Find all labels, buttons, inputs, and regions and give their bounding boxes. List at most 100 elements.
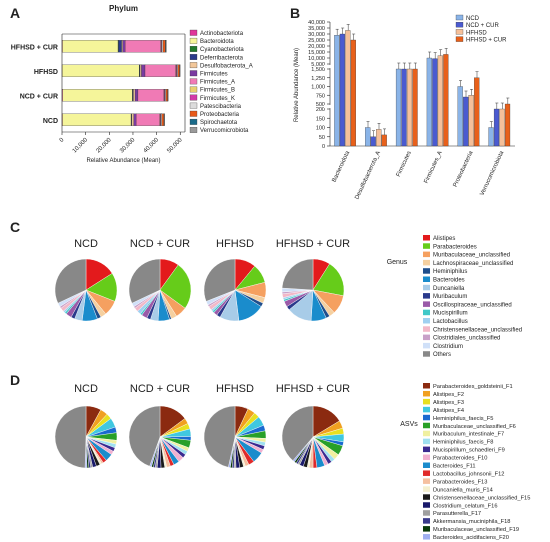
panel-b-y-tick-label: 150 xyxy=(316,116,325,122)
panel-b-legend-label: HFHSD + CUR xyxy=(466,38,507,44)
panel-b-legend-swatch xyxy=(455,29,464,35)
panel-b-bar xyxy=(370,136,376,147)
panel-b-y-tick-label: 1,500 xyxy=(311,67,325,73)
panel-b-legend-label: NCD xyxy=(466,16,480,22)
panel-b-bar xyxy=(395,68,402,147)
panel-a-x-axis-title: Relative Abundance (Mean) xyxy=(86,158,160,164)
panel-c-legend-swatch xyxy=(423,276,430,282)
panel-b-y-tick-label: 40,000 xyxy=(308,20,325,26)
panel-d-legend-label: Clostridium_celatum_F16 xyxy=(433,503,497,509)
panel-b-category-label: Verrucomicrobiota xyxy=(480,150,506,197)
panel-d-legend-label: Alistipes_F2 xyxy=(433,392,464,398)
panel-a-bar-segment xyxy=(134,89,139,102)
panel-b-category-label: Firmicutes_A xyxy=(423,150,443,184)
panel-d-legend-label: Alistipes_F4 xyxy=(433,408,464,414)
panel-b-bar xyxy=(463,96,469,147)
panel-d-legend-swatch xyxy=(423,430,430,437)
panel-b-bar xyxy=(401,68,407,147)
panel-c-legend-label: Others xyxy=(433,352,451,358)
panel-c-legend-title: Genus xyxy=(387,259,408,266)
panel-b-y-tick-label: 5,000 xyxy=(311,62,325,68)
panel-c-legend-swatch xyxy=(423,351,430,357)
panel-d-pie-slice xyxy=(203,405,236,468)
panel-c-pie-slice xyxy=(159,264,192,309)
panel-b-bar xyxy=(457,86,463,147)
panel-a-bar-segment xyxy=(133,89,136,102)
panel-b-legend-swatch xyxy=(455,22,464,28)
panel-b-bar xyxy=(412,68,418,147)
panel-a-bar-segment xyxy=(122,40,126,53)
panel-a-bar-segment xyxy=(62,113,132,126)
panel-d-legend-label: Heminiphilus_faecis_F8 xyxy=(433,440,493,446)
panel-letter-A: A xyxy=(10,5,20,21)
panel-a-title: Phylum xyxy=(109,4,138,13)
panel-c-legend-swatch xyxy=(423,235,430,241)
panel-c-legend-label: Muribaculaceae_unclassified xyxy=(433,253,510,259)
panel-d-group-title: NCD + CUR xyxy=(130,383,190,395)
panel-b-bar xyxy=(334,35,340,147)
panel-a-bar-segment xyxy=(121,40,123,53)
panel-a-legend-label: Deferribacterota xyxy=(200,55,244,61)
panel-b-bar xyxy=(488,127,494,147)
panel-c-pie-slice xyxy=(281,258,314,291)
panel-b-category-label: Firmicutes xyxy=(396,150,413,178)
panel-d-legend-swatch xyxy=(423,494,430,500)
panel-b-y-tick-label: 1,000 xyxy=(311,85,325,91)
panel-d-pie-slice xyxy=(281,405,314,461)
panel-b-bar xyxy=(499,108,505,147)
panel-b-bar xyxy=(381,134,387,147)
panel-b-y-tick-label: 1,250 xyxy=(311,76,325,82)
panel-d-legend-label: Parabacteroides_goldsteinii_F1 xyxy=(433,384,513,390)
panel-d-legend-label: Parabacteroides_F13 xyxy=(433,479,487,485)
panel-c-legend-swatch xyxy=(423,326,430,332)
panel-a-bar-segment xyxy=(62,40,119,53)
panel-a-legend-swatch xyxy=(189,94,198,101)
panel-c-group-title: NCD + CUR xyxy=(130,238,190,250)
panel-a-bar-segment xyxy=(141,64,146,77)
panel-a-legend-label: Firmicutes_B xyxy=(200,88,235,94)
panel-c-legend-swatch xyxy=(423,318,430,324)
panel-b-axis-break xyxy=(324,104,517,109)
panel-d-group-title: HFHSD xyxy=(216,383,254,395)
panel-d-legend-label: Heminiphilus_faecis_F5 xyxy=(433,416,493,422)
panel-d-legend-swatch xyxy=(423,534,430,540)
panel-c-legend-swatch xyxy=(423,259,430,266)
panel-c-legend-label: Oscillospiraceae_unclassified xyxy=(433,302,512,308)
panel-b-bar xyxy=(504,103,511,147)
panel-b-bar xyxy=(339,33,345,147)
panel-b-legend-label: HFHSD xyxy=(466,30,487,36)
panel-a-legend-swatch xyxy=(189,29,198,36)
panel-c-legend-swatch xyxy=(423,243,430,249)
panel-b-bar xyxy=(350,39,356,147)
panel-a-legend-swatch xyxy=(189,118,198,125)
panel-d-legend-label: Muribaculaceae_unclassified_F19 xyxy=(433,527,519,533)
panel-a-bar-segment xyxy=(62,64,140,77)
panel-d-legend-label: Mucispirillum_schaedleri_F9 xyxy=(433,448,505,454)
panel-a-x-tick-label: 20,000 xyxy=(95,137,113,155)
panel-d-legend-swatch xyxy=(423,462,430,468)
panel-b-y-tick-label: 30,000 xyxy=(308,32,325,38)
panel-a-bar-segment xyxy=(162,40,166,53)
panel-c-legend-label: Alistipes xyxy=(433,236,455,242)
panel-c-legend-swatch xyxy=(423,342,430,349)
panel-b-y-tick-label: 750 xyxy=(316,93,325,99)
panel-a-legend-swatch xyxy=(189,46,198,52)
panel-a-bar-segment xyxy=(144,64,176,77)
panel-d-legend-swatch xyxy=(423,398,430,405)
panel-c-group-title: NCD xyxy=(74,238,98,250)
panel-a-legend-label: Firmicutes xyxy=(200,72,228,78)
panel-b-bar xyxy=(443,54,449,147)
panel-d-legend-label: Lactobacillus_johnsonii_F12 xyxy=(433,471,504,477)
panel-b-y-tick-label: 100 xyxy=(316,126,325,132)
panel-letter-C: C xyxy=(10,219,20,235)
panel-d-legend-swatch xyxy=(423,438,430,445)
panel-c-legend-label: Lactobacillus xyxy=(433,319,468,325)
panel-a-bar-segment xyxy=(133,113,137,126)
panel-b-y-tick-label: 15,000 xyxy=(308,50,325,56)
panel-d-legend-swatch xyxy=(423,470,430,476)
panel-d-legend-label: Bacteroides_acidifaciens_F20 xyxy=(433,535,509,541)
panel-c-legend-swatch xyxy=(423,268,430,274)
panel-c-legend-swatch xyxy=(423,284,430,291)
panel-d-legend-label: Akkermansia_muciniphila_F18 xyxy=(433,519,510,525)
panel-a-legend-label: Patescibacteria xyxy=(200,104,242,110)
